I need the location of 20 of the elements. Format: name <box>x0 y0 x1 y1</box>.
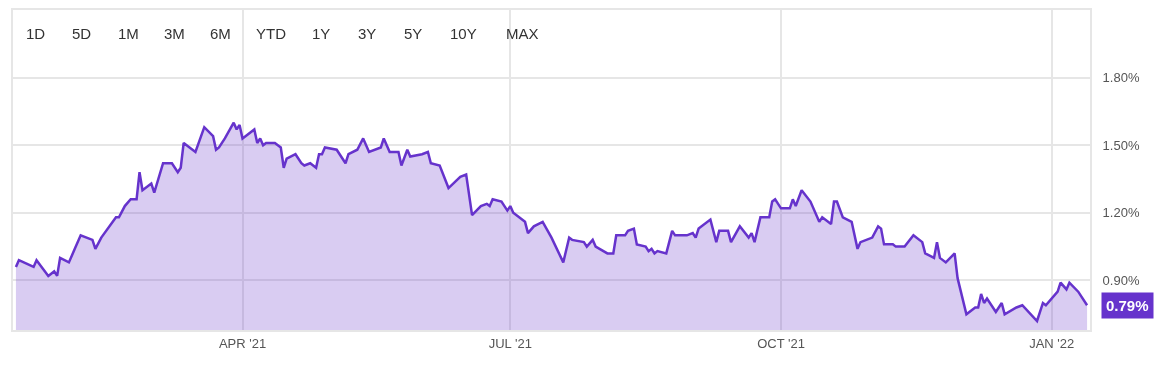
annotation: 10Y <box>450 25 477 42</box>
x-tick-label: OCT '21 <box>757 335 805 351</box>
annotation: 1D <box>26 25 46 42</box>
annotation: YTD <box>256 25 287 42</box>
y-tick-label: 1.50% <box>1102 137 1140 153</box>
y-tick-label: 1.80% <box>1102 70 1140 86</box>
annotation: 1Y <box>312 25 331 42</box>
annotation: 5Y <box>404 25 423 42</box>
y-tick-label: 0.90% <box>1102 272 1140 288</box>
annotation: 0.79% <box>1106 297 1149 314</box>
annotation: 3M <box>164 25 185 42</box>
x-tick-label: JAN '22 <box>1029 335 1075 351</box>
annotation: MAX <box>506 25 539 42</box>
annotation: 6M <box>210 25 231 42</box>
annotation: 3Y <box>358 25 377 42</box>
annotation: 5D <box>72 25 92 42</box>
x-tick-label: JUL '21 <box>488 335 532 351</box>
y-tick-label: 1.20% <box>1102 205 1140 221</box>
x-tick-label: APR '21 <box>218 335 267 351</box>
annotation: 1M <box>118 25 139 42</box>
